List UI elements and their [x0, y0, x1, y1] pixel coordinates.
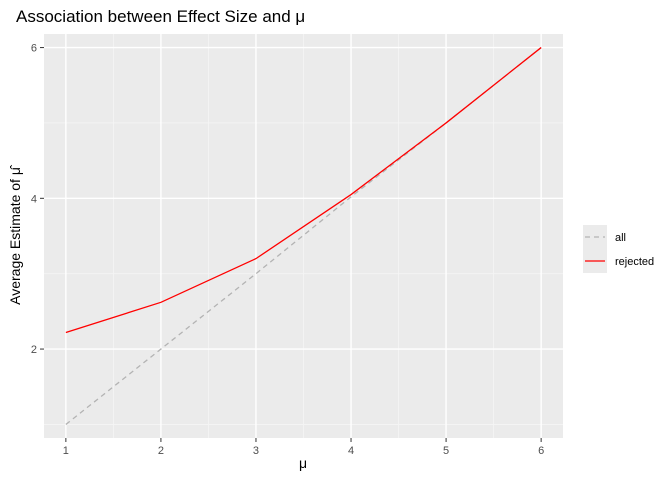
legend: all rejected [583, 225, 654, 273]
y-axis-title: Average Estimate of μ̂ [7, 164, 23, 305]
chart-title: Association between Effect Size and μ [16, 7, 305, 26]
x-axis-title: μ [299, 455, 307, 471]
minor-gridlines [44, 34, 563, 438]
legend-label-rejected: rejected [615, 256, 654, 268]
x-tick-label: 2 [158, 445, 164, 457]
major-gridlines [44, 34, 563, 438]
y-tick-label: 6 [31, 43, 37, 55]
legend-label-all: all [615, 232, 626, 244]
x-tick-label: 3 [253, 445, 259, 457]
y-tick-label: 2 [31, 344, 37, 356]
x-axis: 1 2 3 4 5 6 [63, 438, 544, 457]
x-tick-label: 5 [443, 445, 449, 457]
x-tick-label: 1 [63, 445, 69, 457]
y-tick-label: 4 [31, 193, 37, 205]
x-tick-label: 4 [348, 445, 354, 457]
y-axis: 2 4 6 [31, 43, 44, 356]
series-lines [65, 47, 542, 425]
series-line-rejected [65, 47, 542, 334]
x-tick-label: 6 [538, 445, 544, 457]
